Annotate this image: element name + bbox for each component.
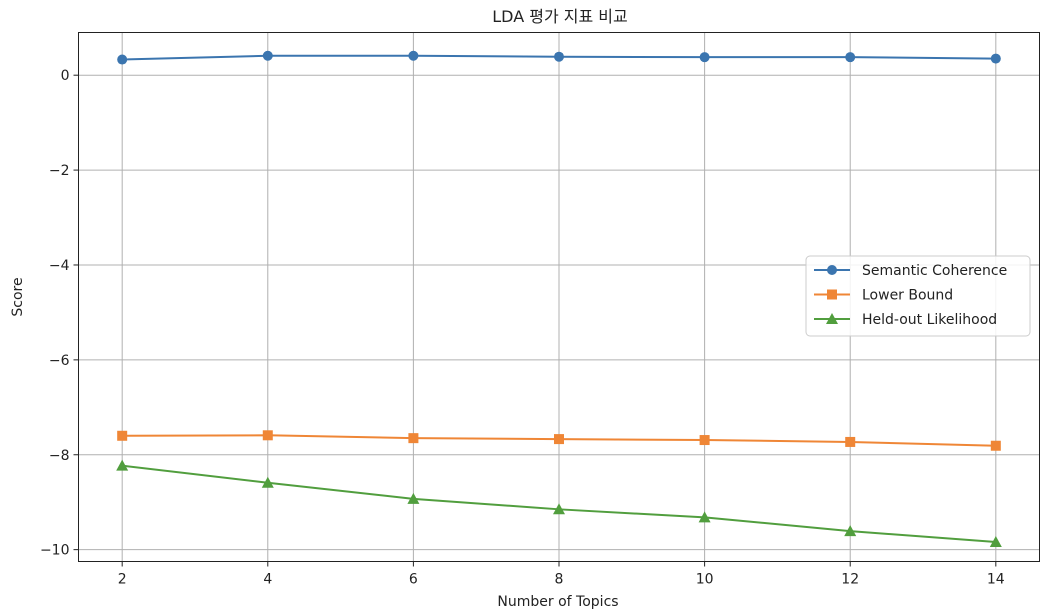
x-tick-label: 6 <box>409 572 418 588</box>
y-tick-label: −6 <box>49 353 70 369</box>
legend-marker <box>826 313 838 324</box>
data-point <box>845 436 856 447</box>
legend-label: Semantic Coherence <box>862 263 1007 279</box>
legend-label: Lower Bound <box>862 288 953 304</box>
x-tick-label: 2 <box>118 572 127 588</box>
axis-ticks: 2 4 6 8 10 12 14 0 −2 −4 −6 −8 −10 <box>40 68 1005 587</box>
legend-box <box>805 255 1031 337</box>
legend-marker <box>827 265 837 275</box>
data-point <box>698 511 711 523</box>
x-axis-label: Number of Topics <box>497 594 618 610</box>
data-point <box>990 53 1001 64</box>
y-tick-label: −2 <box>49 163 70 179</box>
data-point <box>117 54 128 65</box>
x-tick-label: 10 <box>696 572 714 588</box>
data-point <box>116 459 129 471</box>
data-point <box>408 433 419 444</box>
series-lines <box>116 50 1002 548</box>
data-point <box>844 525 857 537</box>
legend-marker <box>827 289 837 300</box>
y-axis-label: Score <box>10 277 26 316</box>
data-point <box>407 492 420 504</box>
data-point <box>989 536 1002 548</box>
x-tick-label: 12 <box>841 572 859 588</box>
y-tick-label: −8 <box>49 448 70 464</box>
chart-title: LDA 평가 지표 비교 <box>492 7 627 26</box>
data-point <box>699 435 710 446</box>
data-point <box>699 52 710 63</box>
data-point <box>554 51 564 62</box>
y-tick-label: −10 <box>40 543 70 559</box>
data-point <box>262 50 273 61</box>
x-tick-label: 4 <box>263 572 272 588</box>
y-tick-label: 0 <box>61 68 70 84</box>
data-point <box>262 430 273 441</box>
data-point <box>990 440 1001 451</box>
data-point <box>261 476 274 488</box>
x-tick-label: 14 <box>987 572 1005 588</box>
data-point <box>845 52 856 63</box>
data-point <box>408 50 419 61</box>
data-point <box>117 430 128 441</box>
x-tick-label: 8 <box>555 572 564 588</box>
data-point <box>554 434 564 445</box>
data-point <box>553 503 565 515</box>
legend: Semantic Coherence Lower Bound Held-out Li… <box>805 255 1031 337</box>
legend-label: Held-out Likelihood <box>862 312 997 328</box>
y-tick-label: −4 <box>49 258 70 274</box>
